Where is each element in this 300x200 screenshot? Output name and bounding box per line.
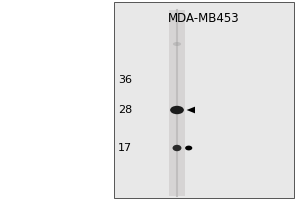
Text: 28: 28 bbox=[118, 105, 132, 115]
Polygon shape bbox=[187, 107, 195, 113]
Text: 17: 17 bbox=[118, 143, 132, 153]
Bar bbox=[169, 10, 185, 196]
Bar bbox=[0, 0, 114, 200]
Circle shape bbox=[185, 146, 192, 150]
Text: 36: 36 bbox=[118, 75, 132, 85]
Ellipse shape bbox=[173, 42, 181, 46]
Text: MDA-MB453: MDA-MB453 bbox=[168, 11, 240, 24]
Ellipse shape bbox=[170, 106, 184, 114]
Ellipse shape bbox=[172, 145, 182, 151]
Bar bbox=[114, 2, 294, 198]
